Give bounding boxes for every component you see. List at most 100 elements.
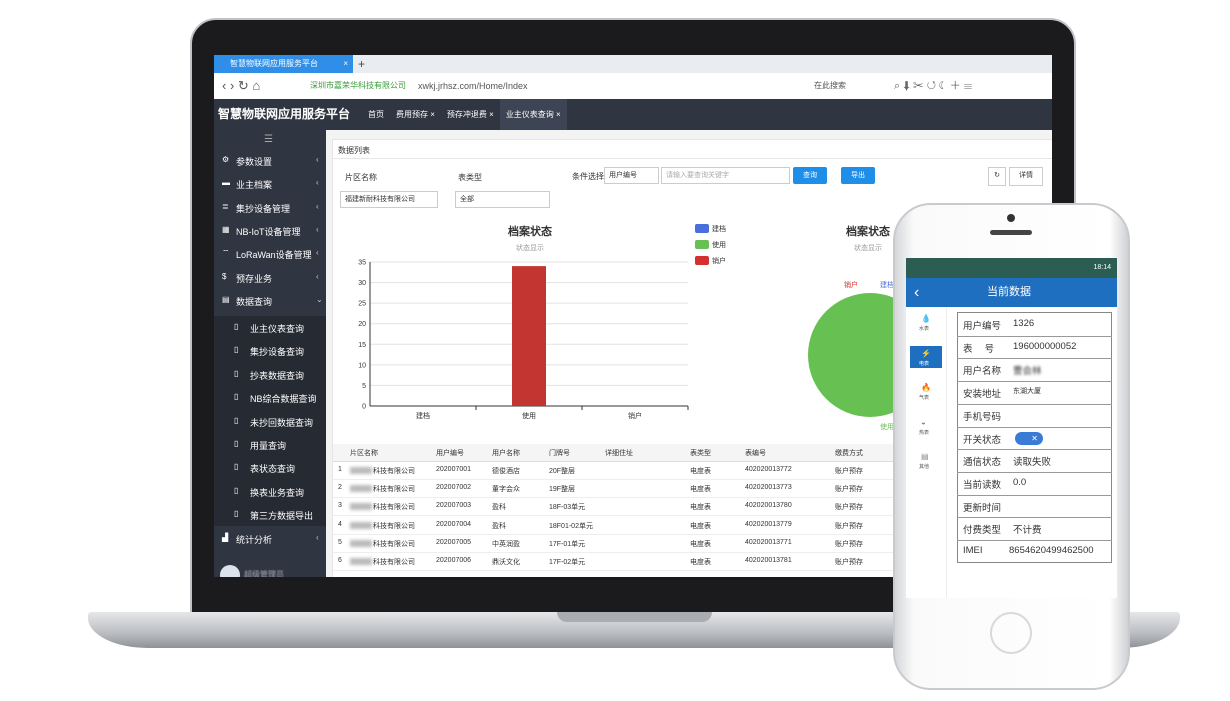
column-header: 用户名称 [492,450,520,457]
export-button[interactable]: 导出 [841,167,875,184]
refresh-button[interactable]: ↻ [988,167,1006,186]
column-header: 详细住址 [605,450,633,457]
app-tab[interactable]: 预存冲退费 × [446,110,494,119]
row-index: 3 [338,502,342,510]
field-label: 安装地址 [963,389,1002,401]
menu-arrow: ‹ [316,201,319,211]
table-cell: 董字会众 [492,486,520,494]
menu-item[interactable]: 统计分析 [236,535,273,545]
submenu-item[interactable]: 未抄回数据查询 [250,417,314,428]
url[interactable]: xwkj.jrhsz.com/Home/Index [418,81,528,91]
menu-item[interactable]: 业主档案 [236,180,273,191]
app-tab[interactable]: 首页 [362,99,390,130]
blurred-text [350,558,372,565]
chart-subtitle: 状态显示 [854,243,882,252]
submenu-item[interactable]: 用量查询 [250,441,287,451]
detail-button[interactable]: 详情 [1009,167,1043,186]
field-value: 0.0 [1013,476,1027,488]
submenu-item[interactable]: 集抄设备查询 [250,347,305,358]
user-name: 超级管理员 [244,570,284,577]
submenu-icon: ▯ [234,368,239,378]
table-cell: 18F-03单元 [549,504,586,512]
y-tick-label: 10 [358,362,366,369]
select[interactable]: 全部 [455,191,550,208]
field-line [957,335,1112,337]
submenu-item[interactable]: 抄表数据查询 [250,370,305,381]
filter-label: 片区名称 [345,173,377,182]
bar [512,266,546,406]
row-line [333,570,1052,571]
app-tabs: 首页 费用预存 × 预存冲退费 × 业主仪表查询 × [362,99,567,130]
tab-label: 首页 [368,110,384,119]
submenu-bg [214,316,326,526]
table-cell: 电度表 [690,468,711,475]
user-avatar [220,565,240,577]
rail-icon: ⚡ [921,348,931,358]
submenu-item[interactable]: 换表业务查询 [250,487,305,498]
table-cell: 202007006 [436,557,472,564]
search-button[interactable]: 查询 [793,167,827,184]
back-button[interactable]: ‹ [914,284,920,301]
menu-item[interactable]: NB-IoT设备管理 [236,226,301,237]
rail-label[interactable]: 热表 [919,429,930,436]
menu-item[interactable]: LoRaWan设备管理 [236,250,312,261]
select[interactable]: 用户编号 [604,167,659,184]
submenu-item[interactable]: 第三方数据导出 [250,511,314,522]
menu-arrow: ‹ [316,533,319,542]
table-cell: 17F-01单元 [549,540,586,548]
column-header: 表编号 [745,450,766,457]
table-cell: 电度表 [690,504,711,512]
tab-label: 业主仪表查询 [505,110,554,119]
menu-icon: $ [222,271,227,281]
app-tab[interactable]: 费用预存 × [396,110,435,119]
submenu-item[interactable]: 业主仪表查询 [250,324,305,334]
table-cell: 科技有限公司 [373,468,415,475]
phone-screen: 18:14 ‹ 当前数据 💧 水表 ⚡ 电表 🔥 气表 ◒ 热表 ▤ 其他 用户编号 1326 表 号 19… [906,258,1117,598]
field-label: 当前读数 [963,479,1002,491]
menu-item[interactable]: 参数设置 [236,157,273,167]
table-cell: 18F01-02单元 [549,522,593,530]
submenu-item[interactable]: 表状态查询 [250,464,296,475]
row-index: 2 [338,484,342,492]
menu-item[interactable]: 数据查询 [236,296,273,307]
legend-swatch [695,224,709,233]
field-value: 1326 [1013,318,1035,329]
blurred-text [350,539,372,547]
browser-tab[interactable]: 智慧物联网应用服务平台 × [214,55,353,73]
search-box[interactable]: 在此搜索 [814,81,846,90]
menu-icon: ▟ [222,533,229,542]
select[interactable]: 福建新耐科技有限公司 [340,191,438,208]
app-header [214,99,1052,130]
chart-subtitle: 状态显示 [516,243,544,252]
slice-label: 建档 [880,280,894,289]
table-cell: 科技有限公司 [373,504,415,512]
table-cell: 402020013780 [745,502,792,510]
menu-toggle[interactable]: ☰ [264,134,273,145]
row-line [333,515,1052,517]
new-tab[interactable]: + [358,57,366,71]
icon-active [910,346,942,368]
submenu-item[interactable]: NB综合数据查询 [250,394,317,405]
table-cell: 402020013773 [745,484,792,492]
switch-toggle[interactable]: ✕ [1015,431,1043,445]
field-value: 196000000052 [1013,340,1077,352]
field-label: 更新时间 [963,502,1002,514]
field-value: 曹会林 [1013,366,1042,378]
app-tab[interactable]: 业主仪表查询 × [499,99,567,130]
rail-label[interactable]: 气表 [919,395,930,401]
menu-item[interactable]: 预存业务 [236,273,273,284]
rail-label[interactable]: 其他 [919,464,930,470]
table-cell: 鼎沃文化 [492,559,520,566]
phone-header: ‹ 当前数据 [906,278,1117,307]
search-input[interactable]: 请输入要查询关键字 [661,167,790,184]
rail-label[interactable]: 水表 [919,326,930,332]
table-cell: 中英润盈 [492,540,520,548]
rail-label[interactable]: 电表 [919,360,930,367]
field-label: 付费类型 [963,525,1002,537]
phone-home[interactable] [990,612,1032,654]
menu-item[interactable]: 集抄设备管理 [236,203,291,214]
filter-label: 表类型 [458,173,482,182]
y-tick-label: 20 [358,321,366,328]
legend-label: 销户 [712,256,726,265]
field-value: 东湖大厦 [1013,388,1041,396]
